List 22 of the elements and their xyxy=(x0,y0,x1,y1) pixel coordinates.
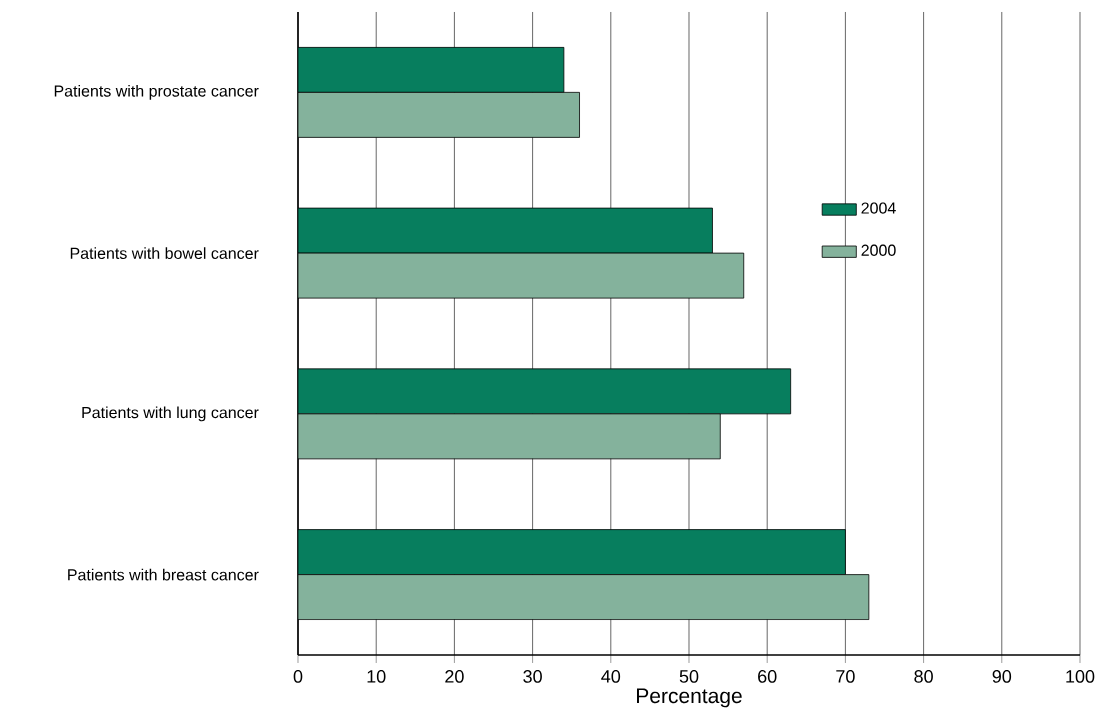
y-tick-label: Patients with prostate cancer xyxy=(54,84,259,100)
x-tick-label: 20 xyxy=(445,670,464,683)
x-tick-label: 60 xyxy=(758,670,777,683)
x-tick-label: 40 xyxy=(601,670,621,683)
bar xyxy=(298,252,745,299)
x-tick-label: 80 xyxy=(914,670,933,683)
bar xyxy=(298,574,870,621)
x-tick-label: 90 xyxy=(992,670,1012,683)
legend-label: 2004 xyxy=(861,202,896,214)
x-tick-label: 70 xyxy=(836,670,855,683)
x-tick-label: 0 xyxy=(293,670,303,683)
y-tick-label: Patients with lung cancer xyxy=(82,406,259,422)
bar xyxy=(298,91,580,138)
y-tick-label: Patients with breast cancer xyxy=(68,568,259,581)
y-tick-label: Patients with bowel cancer xyxy=(70,247,259,259)
x-tick-label: 50 xyxy=(679,670,699,683)
x-tick-label: 10 xyxy=(367,670,386,683)
bar xyxy=(298,413,721,460)
x-tick-label: 100 xyxy=(1066,670,1095,683)
legend-label: 2000 xyxy=(861,244,896,256)
x-tick-label: 30 xyxy=(523,670,542,683)
x-axis-title: Percentage xyxy=(637,688,742,708)
